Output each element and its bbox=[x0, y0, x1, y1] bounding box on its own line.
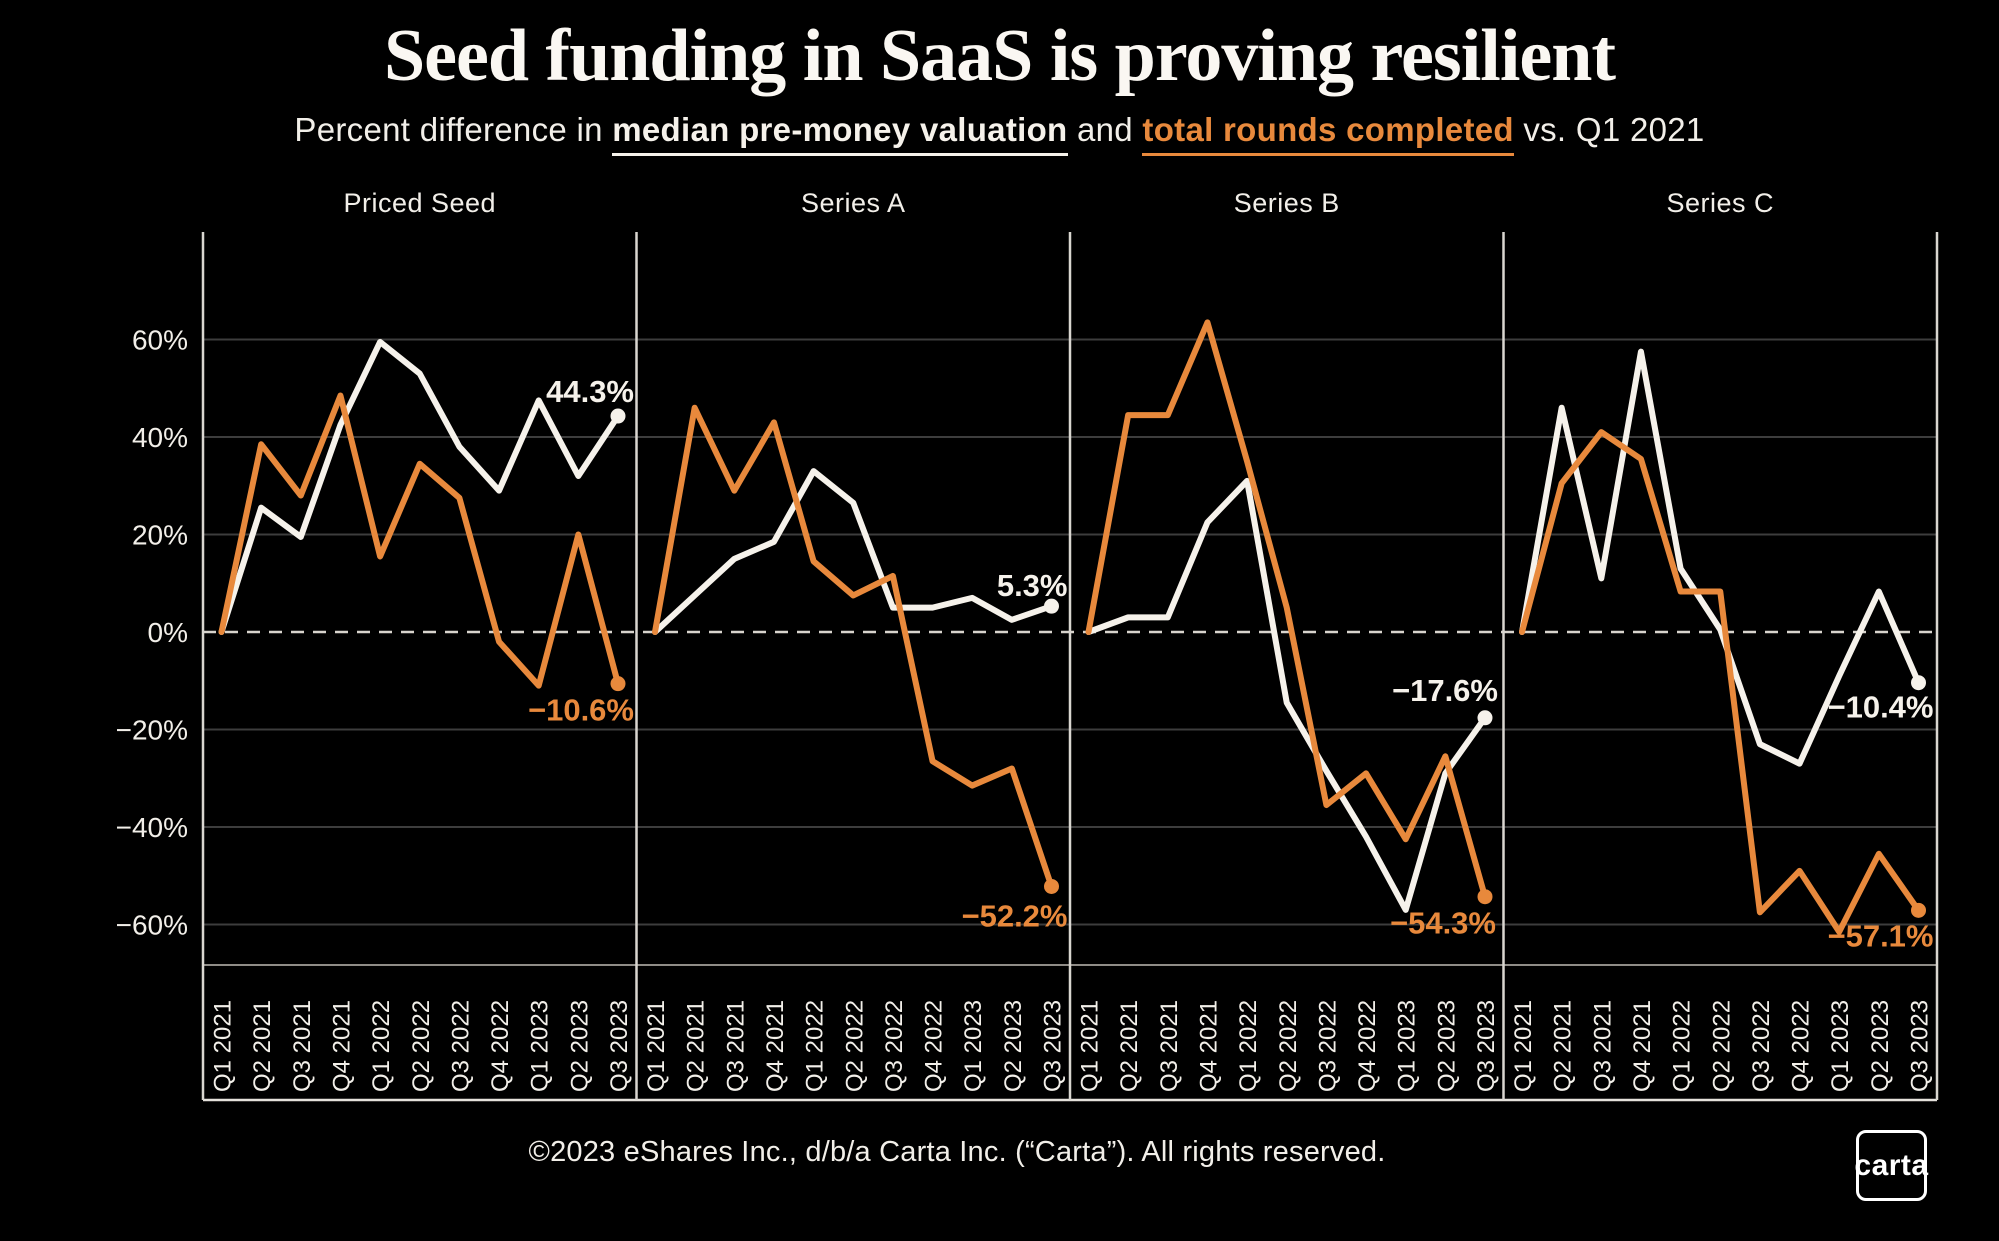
x-axis-tick-label: Q3 2022 bbox=[1314, 1000, 1341, 1092]
chart-title: Seed funding in SaaS is proving resilien… bbox=[383, 15, 1616, 97]
x-axis-tick-label: Q4 2022 bbox=[1354, 1000, 1381, 1092]
x-axis-tick-label: Q4 2021 bbox=[328, 1000, 355, 1092]
valuation-line bbox=[218, 338, 621, 635]
metric-rounds-label: total rounds completed bbox=[1142, 111, 1514, 157]
rounds-line-end-label: −52.2% bbox=[961, 898, 1067, 933]
x-axis-tick-label: Q4 2022 bbox=[921, 1000, 948, 1092]
valuation-line bbox=[1085, 477, 1488, 913]
panel-title: Priced Seed bbox=[343, 188, 496, 218]
x-axis-tick-label: Q1 2022 bbox=[1235, 1000, 1262, 1092]
x-axis-tick-label: Q2 2022 bbox=[408, 1000, 435, 1092]
x-axis-tick-label: Q1 2023 bbox=[527, 1000, 554, 1092]
x-axis-tick-label: Q2 2021 bbox=[1116, 1000, 1143, 1092]
y-axis-tick-label: 0% bbox=[148, 617, 188, 648]
x-axis-tick-label: Q3 2023 bbox=[1907, 1000, 1934, 1092]
x-axis-tick-label: Q4 2021 bbox=[1195, 1000, 1222, 1092]
y-axis-tick-label: −40% bbox=[116, 812, 188, 843]
rounds-line bbox=[218, 392, 621, 689]
x-axis-tick-label: Q2 2022 bbox=[1708, 1000, 1735, 1092]
rounds-line-end-dot bbox=[1044, 878, 1059, 894]
rounds-line-end-label: −10.6% bbox=[528, 693, 634, 728]
x-axis-tick-label: Q1 2023 bbox=[960, 1000, 987, 1092]
y-axis-tick-label: 20% bbox=[132, 520, 188, 551]
rounds-line-end-dot bbox=[1911, 902, 1926, 918]
x-axis-tick-label: Q2 2021 bbox=[249, 1000, 276, 1092]
x-axis-tick-label: Q3 2023 bbox=[1040, 1000, 1067, 1092]
x-axis-tick-label: Q2 2023 bbox=[1000, 1000, 1027, 1092]
y-axis-tick-label: 40% bbox=[132, 422, 188, 453]
carta-logo-text: carta bbox=[1854, 1148, 1929, 1182]
valuation-line bbox=[652, 468, 1055, 635]
x-axis-tick-label: Q3 2021 bbox=[1589, 1000, 1616, 1092]
valuation-line-end-dot bbox=[1044, 598, 1059, 614]
valuation-line-end-dot bbox=[1911, 675, 1926, 691]
panel-title: Series B bbox=[1234, 188, 1340, 218]
x-axis-tick-label: Q1 2021 bbox=[210, 1000, 237, 1092]
valuation-line bbox=[1519, 348, 1922, 767]
x-axis-tick-label: Q3 2022 bbox=[447, 1000, 474, 1092]
subtitle-prefix: Percent difference in bbox=[294, 111, 613, 149]
valuation-line-end-dot bbox=[610, 408, 626, 424]
copyright-text: ©2023 eShares Inc., d/b/a Carta Inc. (“C… bbox=[528, 1136, 1386, 1168]
valuation-line-end-label: −17.6% bbox=[1392, 673, 1498, 708]
y-axis-tick-label: 60% bbox=[132, 325, 188, 356]
x-axis-tick-label: Q1 2021 bbox=[1510, 1000, 1537, 1092]
x-axis-tick-label: Q2 2023 bbox=[1433, 1000, 1460, 1092]
subtitle-connector: and bbox=[1067, 111, 1143, 149]
x-axis-tick-label: Q3 2023 bbox=[1473, 1000, 1500, 1092]
rounds-line bbox=[652, 404, 1055, 890]
x-axis-tick-label: Q2 2022 bbox=[1275, 1000, 1302, 1092]
x-axis-tick-label: Q1 2021 bbox=[1077, 1000, 1104, 1092]
x-axis-tick-label: Q1 2022 bbox=[1669, 1000, 1696, 1092]
rounds-line-end-dot bbox=[1477, 889, 1493, 905]
panel-title: Series C bbox=[1666, 188, 1774, 218]
x-axis-tick-label: Q4 2021 bbox=[1629, 1000, 1656, 1092]
panel-title: Series A bbox=[801, 188, 906, 218]
x-axis-tick-label: Q3 2023 bbox=[606, 1000, 633, 1092]
valuation-line-end-label: 5.3% bbox=[997, 568, 1068, 603]
valuation-line-end-dot bbox=[1477, 710, 1493, 726]
subtitle-suffix: vs. Q1 2021 bbox=[1513, 111, 1705, 149]
rounds-line-end-label: −57.1% bbox=[1827, 918, 1933, 953]
metric-valuation-label: median pre-money valuation bbox=[612, 111, 1068, 157]
x-axis-tick-label: Q1 2023 bbox=[1827, 1000, 1854, 1092]
valuation-line-end-label: 44.3% bbox=[546, 374, 634, 409]
x-axis-tick-label: Q3 2021 bbox=[289, 1000, 316, 1092]
y-axis-tick-label: −60% bbox=[116, 910, 188, 941]
x-axis-tick-label: Q1 2023 bbox=[1394, 1000, 1421, 1092]
x-axis-tick-label: Q2 2021 bbox=[1550, 1000, 1577, 1092]
x-axis-tick-label: Q3 2021 bbox=[722, 1000, 749, 1092]
x-axis-tick-label: Q4 2021 bbox=[762, 1000, 789, 1092]
rounds-line-end-label: −54.3% bbox=[1390, 906, 1496, 941]
carta-logo: carta bbox=[1854, 1130, 1929, 1201]
y-axis-tick-label: −20% bbox=[116, 715, 188, 746]
x-axis-tick-label: Q1 2021 bbox=[643, 1000, 670, 1092]
x-axis-tick-label: Q4 2022 bbox=[1788, 1000, 1815, 1092]
chart-subtitle: Percent difference in median pre-money v… bbox=[0, 111, 1999, 157]
x-axis-tick-label: Q2 2022 bbox=[841, 1000, 868, 1092]
x-axis-tick-label: Q1 2022 bbox=[802, 1000, 829, 1092]
rounds-line bbox=[1519, 429, 1922, 935]
x-axis-tick-label: Q3 2022 bbox=[1748, 1000, 1775, 1092]
x-axis-tick-label: Q4 2022 bbox=[487, 1000, 514, 1092]
x-axis-tick-label: Q2 2023 bbox=[566, 1000, 593, 1092]
rounds-line bbox=[1085, 319, 1488, 900]
rounds-line-end-dot bbox=[610, 676, 626, 692]
x-axis-tick-label: Q1 2022 bbox=[368, 1000, 395, 1092]
valuation-line-end-label: −10.4% bbox=[1827, 690, 1933, 725]
x-axis-tick-label: Q3 2022 bbox=[881, 1000, 908, 1092]
x-axis-tick-label: Q2 2023 bbox=[1867, 1000, 1894, 1092]
x-axis-tick-label: Q3 2021 bbox=[1156, 1000, 1183, 1092]
header: Seed funding in SaaS is proving resilien… bbox=[0, 0, 1999, 157]
x-axis-tick-label: Q2 2021 bbox=[683, 1000, 710, 1092]
